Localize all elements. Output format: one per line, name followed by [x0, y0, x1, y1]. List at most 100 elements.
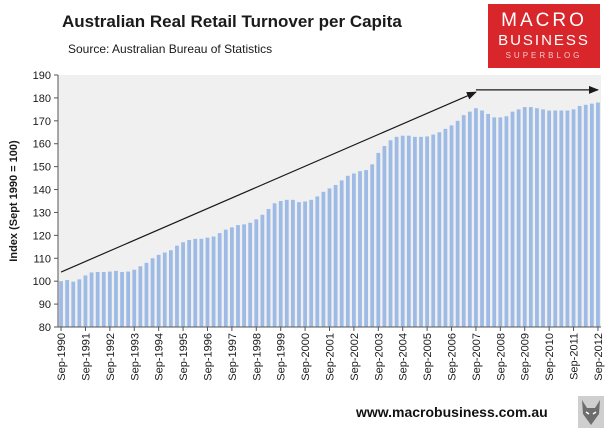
x-tick-label: Sep-2012: [593, 333, 605, 381]
macrobusiness-logo: MACRO BUSINESS SUPERBLOG: [488, 4, 600, 68]
bar: [223, 229, 228, 327]
bar: [480, 110, 484, 327]
bar: [107, 271, 112, 327]
y-tick-label: 180: [33, 93, 51, 105]
bar: [565, 110, 570, 327]
x-tick-label: Sep-2011: [569, 333, 581, 380]
bar: [162, 252, 167, 327]
bar: [376, 152, 381, 327]
bar: [132, 269, 137, 327]
bar: [333, 184, 338, 327]
bar: [498, 117, 503, 327]
y-tick-label: 110: [33, 253, 51, 265]
bar: [254, 219, 259, 327]
bar: [187, 239, 192, 327]
x-tick-label: Sep-1992: [105, 333, 117, 381]
x-tick-label: Sep-2001: [325, 333, 337, 381]
x-tick-label: Sep-2006: [447, 333, 459, 381]
bar: [339, 180, 344, 327]
bar: [211, 236, 216, 327]
wolf-head-icon: [578, 396, 604, 428]
bar: [559, 110, 564, 327]
bar: [358, 171, 362, 327]
bar: [486, 113, 491, 327]
bar: [278, 201, 283, 327]
bar: [455, 120, 460, 327]
bar: [321, 191, 326, 327]
bar: [205, 237, 210, 327]
x-tick-label: Sep-2000: [300, 333, 312, 381]
bar: [327, 188, 332, 327]
bar: [431, 134, 436, 327]
x-tick-label: Sep-2002: [349, 333, 361, 381]
logo-line-business: BUSINESS: [498, 32, 590, 49]
bar: [370, 164, 375, 327]
bar: [547, 110, 552, 327]
y-tick-label: 80: [39, 322, 51, 334]
bar: [284, 199, 289, 327]
bar: [309, 199, 314, 327]
bar: [577, 105, 582, 328]
y-tick-label: 170: [33, 116, 51, 128]
bar: [156, 254, 161, 327]
bar: [553, 110, 558, 327]
bar: [71, 281, 76, 327]
y-axis-label: Index (Sept 1990 = 100): [8, 140, 20, 262]
bar: [510, 111, 515, 328]
bar: [449, 125, 454, 328]
x-tick-label: Sep-1994: [154, 333, 166, 381]
bar: [364, 170, 368, 327]
bar: [394, 136, 399, 327]
bar: [467, 111, 472, 328]
bar: [101, 272, 106, 327]
bar: [425, 136, 430, 327]
x-tick-label: Sep-1996: [202, 333, 214, 381]
bar: [437, 132, 442, 327]
bar: [272, 203, 277, 327]
bar: [83, 275, 88, 327]
bar: [126, 271, 131, 327]
bar: [406, 135, 411, 327]
bar: [291, 199, 295, 327]
bar: [596, 102, 600, 328]
x-tick-label: Sep-2010: [544, 333, 556, 381]
bar: [120, 272, 124, 327]
bar: [528, 107, 533, 327]
bar: [400, 135, 405, 327]
bar: [315, 196, 320, 327]
bar: [516, 109, 521, 327]
logo-line-superblog: SUPERBLOG: [505, 51, 583, 60]
x-tick-label: Sep-1995: [178, 333, 190, 381]
footer-url: www.macrobusiness.com.au: [356, 404, 548, 420]
bar: [175, 245, 179, 327]
x-tick-label: Sep-2008: [495, 333, 507, 381]
bar: [193, 238, 198, 327]
x-tick-label: Sep-1990: [56, 333, 68, 381]
bar: [217, 233, 222, 327]
x-tick-label: Sep-1993: [129, 333, 141, 381]
bar: [303, 201, 307, 327]
bar: [541, 109, 545, 327]
bar: [77, 279, 82, 327]
bar: [461, 115, 466, 327]
bar: [89, 272, 94, 327]
logo-line-macro: MACRO: [501, 10, 587, 31]
bar: [236, 225, 240, 327]
x-tick-label: Sep-2009: [520, 333, 532, 381]
x-tick-label: Sep-2007: [471, 333, 483, 381]
bar: [114, 270, 118, 327]
chart-title: Australian Real Retail Turnover per Capi…: [62, 12, 402, 31]
bar: [150, 258, 155, 327]
y-tick-label: 90: [39, 299, 51, 311]
x-tick-label: Sep-1991: [80, 333, 92, 381]
bar: [266, 209, 271, 327]
y-tick-label: 120: [33, 230, 51, 242]
bar: [419, 136, 423, 327]
bar: [138, 266, 143, 327]
bar: [571, 109, 576, 327]
y-tick-label: 140: [33, 185, 51, 197]
y-tick-label: 100: [33, 276, 51, 288]
bar: [297, 202, 301, 327]
trend-arrow: [60, 91, 477, 273]
